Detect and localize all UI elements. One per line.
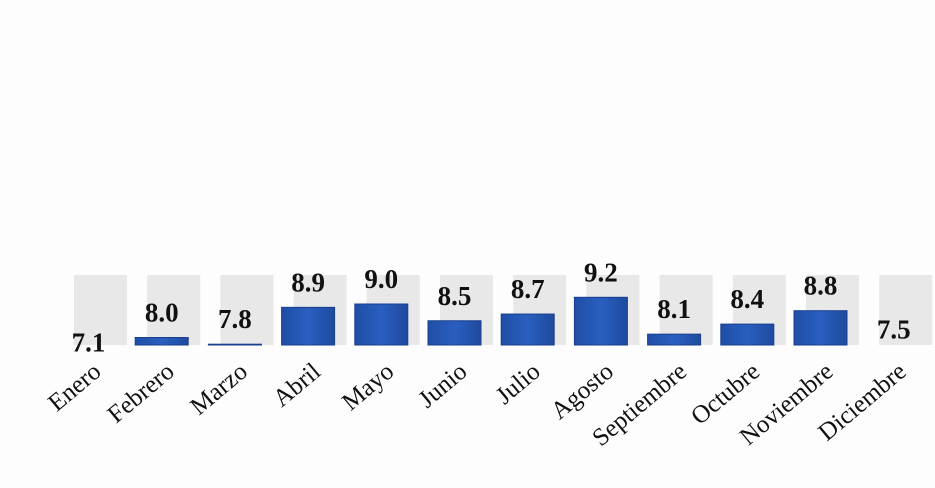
value-label: 7.1 bbox=[72, 328, 106, 358]
value-label: 8.9 bbox=[291, 267, 325, 297]
bars-group bbox=[134, 296, 848, 346]
x-tick-label: Abril bbox=[268, 358, 326, 413]
value-label: 8.1 bbox=[657, 294, 691, 324]
bar-marzo bbox=[207, 343, 262, 346]
bar-febrero bbox=[134, 337, 189, 346]
bar-octubre bbox=[720, 323, 775, 346]
value-label: 8.8 bbox=[804, 271, 838, 301]
bar-julio bbox=[500, 313, 555, 346]
bar-shadow bbox=[220, 275, 274, 345]
bar-junio bbox=[427, 320, 482, 346]
value-label: 8.4 bbox=[730, 284, 764, 314]
bar-mayo bbox=[354, 303, 409, 346]
value-label: 9.2 bbox=[584, 257, 618, 287]
bar-septiembre bbox=[647, 333, 702, 346]
value-label: 8.0 bbox=[145, 298, 179, 328]
x-tick-label: Enero bbox=[43, 358, 106, 417]
bar-shadow bbox=[879, 275, 933, 345]
bar-agosto bbox=[573, 296, 628, 346]
bar-shadow bbox=[147, 275, 201, 345]
value-label: 7.5 bbox=[877, 314, 911, 344]
bar-shadow bbox=[659, 275, 713, 345]
value-label: 8.5 bbox=[438, 281, 472, 311]
x-tick-label: Junio bbox=[413, 358, 472, 414]
x-tick-label: Mayo bbox=[337, 358, 399, 416]
x-tick-label: Febrero bbox=[103, 358, 180, 429]
x-tick-label: Julio bbox=[491, 358, 546, 410]
bar-noviembre bbox=[793, 310, 848, 346]
value-label: 9.0 bbox=[364, 264, 398, 294]
value-label: 7.8 bbox=[218, 304, 252, 334]
value-labels-group: 7.1 8.0 7.8 8.9 9.0 8.5 8.7 9.2 8.1 8.4 8.8 7.5 bbox=[72, 257, 911, 357]
value-label: 8.7 bbox=[511, 274, 545, 304]
x-tick-label: Marzo bbox=[185, 358, 252, 421]
bar-shadow bbox=[74, 275, 127, 345]
bar-abril bbox=[281, 306, 336, 346]
